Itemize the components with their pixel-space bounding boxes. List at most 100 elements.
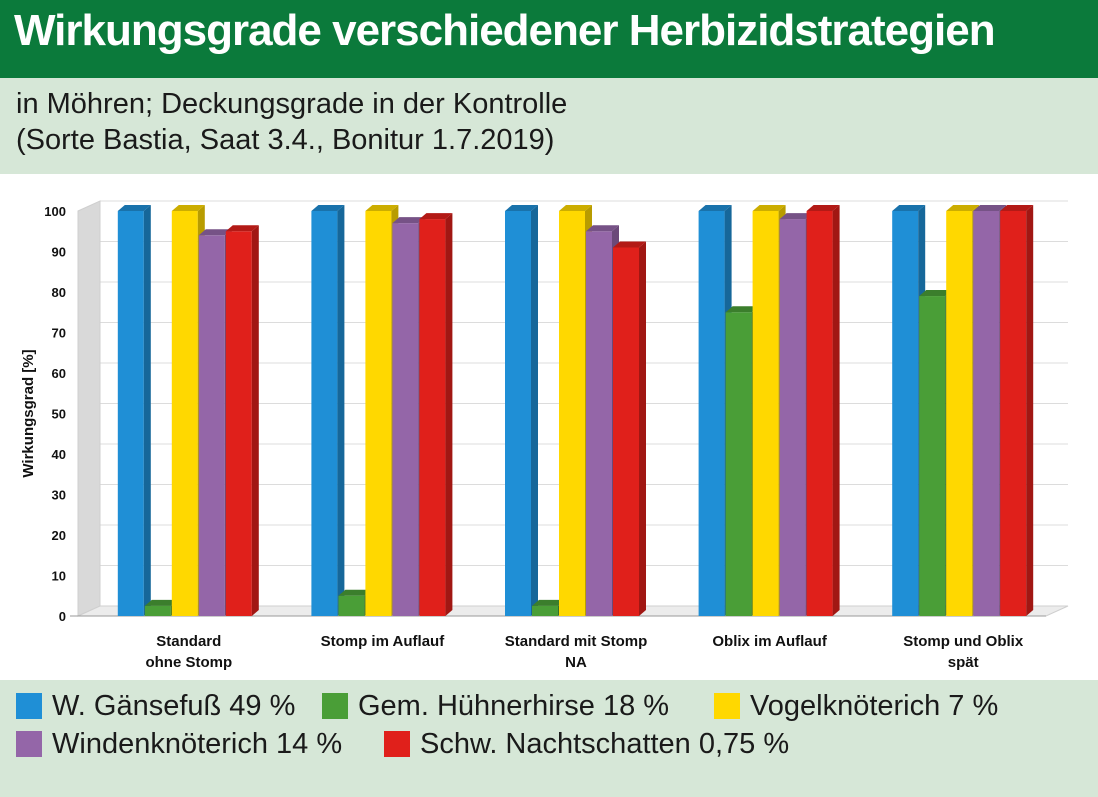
y-tick-label: 100: [44, 204, 66, 219]
y-tick-label: 10: [52, 569, 66, 584]
bar-front: [613, 247, 639, 616]
bar-top: [117, 205, 151, 211]
bar-front: [752, 211, 779, 616]
legend-swatch: [16, 731, 42, 757]
bar-top: [779, 213, 813, 220]
bar-top: [559, 205, 592, 211]
x-tick-label: Standard mit Stomp: [505, 633, 648, 650]
bar-top: [946, 205, 980, 211]
x-tick-label: NA: [565, 654, 587, 671]
bar-side: [337, 205, 345, 616]
y-tick-label: 70: [52, 326, 66, 341]
legend: W. Gänsefuß 49 % Gem. Hühnerhirse 18 % Vog…: [0, 680, 1098, 797]
subtitle-line-2: (Sorte Bastia, Saat 3.4., Bonitur 1.7.20…: [16, 124, 555, 156]
bar-front: [919, 296, 946, 616]
bar-side: [1026, 205, 1034, 616]
title-bar: Wirkungsgrade verschiedener Herbizidstra…: [0, 0, 1098, 78]
bar-side: [445, 213, 453, 616]
bar: [311, 205, 345, 616]
x-tick-label: ohne Stomp: [145, 654, 232, 671]
bar-front: [532, 605, 558, 616]
bar-side: [251, 225, 259, 616]
bar-top: [613, 241, 646, 248]
legend-item: Windenknöterich 14 %: [16, 726, 342, 762]
bar-chart: 0 10 20 30 40 50 60 70 80 90 100 Wirkungsgrad [%] St…: [20, 200, 1069, 671]
bar-front: [946, 211, 973, 616]
bar-front: [586, 231, 612, 616]
y-axis-label: Wirkungsgrad [%]: [20, 349, 37, 477]
legend-swatch: [322, 693, 348, 719]
legend-label: Vogelknöterich 7 %: [750, 689, 999, 722]
bar-top: [973, 205, 1007, 211]
side-wall: [77, 200, 101, 617]
legend-item: W. Gänsefuß 49 %: [16, 688, 295, 724]
x-tick-label: Oblix im Auflauf: [712, 633, 827, 650]
bar-top: [311, 205, 345, 211]
legend-label: Gem. Hühnerhirse 18 %: [358, 689, 670, 722]
bar-front: [225, 231, 252, 616]
bar-front: [392, 223, 419, 616]
y-tick-label: 0: [59, 609, 66, 624]
y-tick-label: 90: [52, 245, 66, 260]
bar-front: [725, 312, 752, 616]
bar-top: [171, 205, 205, 211]
x-tick-label: Stomp im Auflauf: [321, 633, 446, 650]
subtitle-line-1: in Möhren; Deckungsgrade in der Kontroll…: [16, 88, 568, 120]
bar-front: [892, 211, 919, 616]
bar-top: [919, 290, 953, 297]
bar: [613, 241, 646, 616]
bar-top: [698, 205, 732, 211]
bar-front: [1000, 211, 1027, 616]
bar-top: [365, 205, 399, 211]
y-tick-label: 20: [52, 528, 66, 543]
bar-top: [725, 306, 759, 313]
bar: [225, 225, 259, 616]
chart-area: 0 10 20 30 40 50 60 70 80 90 100 Wirkungsgrad [%] St…: [0, 174, 1098, 680]
bar-top: [144, 599, 178, 606]
y-tick-label: 40: [52, 447, 66, 462]
legend-label: Windenknöterich 14 %: [52, 727, 343, 760]
bar-front: [117, 211, 144, 616]
bar-top: [419, 213, 453, 220]
bar-front: [806, 211, 833, 616]
bar-side: [143, 205, 151, 616]
legend-label: W. Gänsefuß 49 %: [52, 689, 296, 722]
bar-front: [198, 235, 225, 617]
page-title: Wirkungsgrade verschiedener Herbizidstra…: [14, 6, 996, 55]
bar-side: [639, 241, 646, 616]
bar: [419, 213, 453, 616]
bar-front: [365, 211, 392, 616]
bar: [806, 205, 840, 616]
bar-top: [806, 205, 840, 211]
bar-front: [779, 219, 806, 616]
legend-swatch: [16, 693, 42, 719]
bar-front: [973, 211, 1000, 616]
y-tick-label: 30: [52, 488, 66, 503]
bar-front: [419, 219, 446, 616]
bar-top: [198, 229, 232, 236]
legend-item: Schw. Nachtschatten 0,75 %: [384, 726, 789, 762]
bar-side: [531, 205, 538, 616]
bar-top: [1000, 205, 1034, 211]
bar-front: [505, 211, 531, 616]
legend-swatch: [714, 693, 740, 719]
y-tick-label: 80: [52, 285, 66, 300]
bar-side: [832, 205, 840, 616]
legend-item: Vogelknöterich 7 %: [714, 688, 998, 724]
bar-top: [532, 599, 565, 606]
legend-item: Gem. Hühnerhirse 18 %: [322, 688, 669, 724]
bar-top: [225, 225, 259, 232]
bar: [505, 205, 538, 616]
bar-front: [698, 211, 725, 616]
bar-top: [505, 205, 538, 211]
x-tick-label: Standard: [156, 633, 221, 650]
x-tick-label: spät: [948, 654, 979, 671]
bar-front: [559, 211, 585, 616]
y-tick-label: 50: [52, 407, 66, 422]
bar-top: [586, 225, 619, 232]
legend-swatch: [384, 731, 410, 757]
y-tick-label: 60: [52, 366, 66, 381]
bar-front: [338, 595, 365, 616]
legend-label: Schw. Nachtschatten 0,75 %: [420, 727, 790, 760]
bar-front: [144, 605, 171, 616]
